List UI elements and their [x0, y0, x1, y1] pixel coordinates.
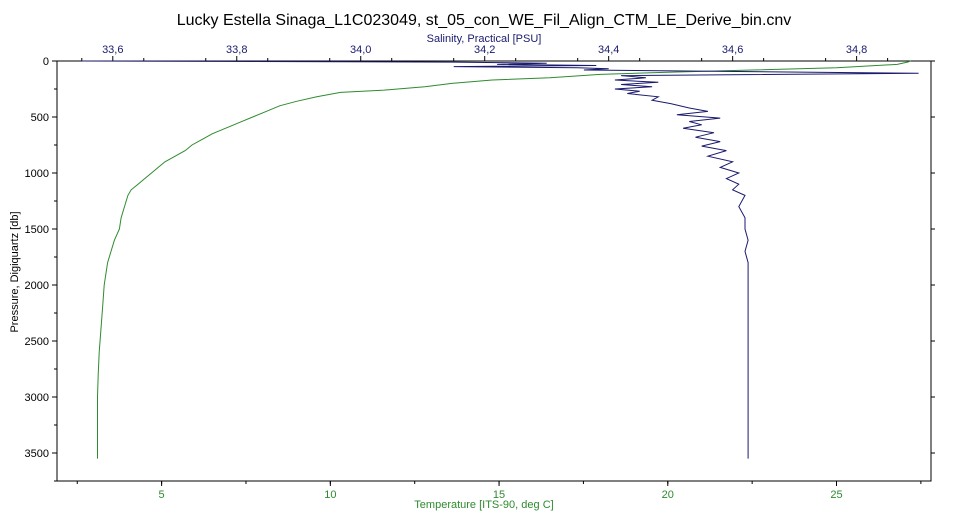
- bottom-tick-label: 10: [324, 489, 336, 501]
- bottom-tick-label: 15: [493, 489, 505, 501]
- salinity-profile-line: [81, 60, 919, 459]
- y-axis-ticks: 0 500 1000 1500 2000 2500 3000 3500: [25, 56, 935, 482]
- top-axis-label: Salinity, Practical [PSU]: [427, 33, 542, 45]
- y-tick-label: 3000: [25, 392, 49, 404]
- bottom-axis-ticks: 5 10 15 20 25: [76, 481, 922, 501]
- y-tick-label: 0: [43, 56, 49, 68]
- bottom-tick-label: 5: [159, 489, 165, 501]
- plot-frame: [56, 60, 932, 482]
- y-tick-label: 1500: [25, 224, 49, 236]
- y-tick-label: 1000: [25, 168, 49, 180]
- y-tick-label: 3500: [25, 448, 49, 460]
- bottom-tick-label: 20: [662, 489, 674, 501]
- y-tick-label: 2500: [25, 336, 49, 348]
- y-tick-label: 2000: [25, 280, 49, 292]
- chart-title: Lucky Estella Sinaga_L1C023049, st_05_co…: [177, 12, 792, 29]
- bottom-axis-label: Temperature [ITS-90, deg C]: [414, 499, 553, 511]
- y-axis-label: Pressure, Digiquartz [db]: [9, 211, 21, 332]
- top-tick-label: 34,4: [598, 44, 619, 56]
- y-tick-label: 500: [31, 112, 49, 124]
- series-layer: [81, 60, 919, 459]
- bottom-tick-label: 25: [830, 489, 842, 501]
- top-tick-label: 34,2: [474, 44, 495, 56]
- top-tick-label: 34,8: [846, 44, 867, 56]
- top-tick-label: 34,0: [350, 44, 371, 56]
- top-tick-label: 33,6: [102, 44, 123, 56]
- top-tick-label: 33,8: [226, 44, 247, 56]
- top-tick-label: 34,6: [722, 44, 743, 56]
- top-axis-ticks: 33,6 33,8 34,0 34,2 34,4 34,6 34,8: [81, 44, 889, 61]
- temperature-profile-line: [97, 60, 911, 459]
